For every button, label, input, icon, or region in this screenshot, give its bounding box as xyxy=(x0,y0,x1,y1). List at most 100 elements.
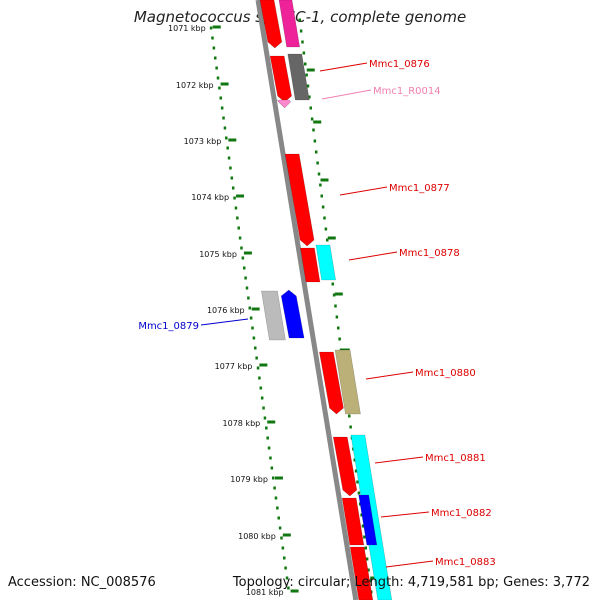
ruler-dot xyxy=(357,491,361,495)
scale-dot xyxy=(226,146,229,150)
scale-dot xyxy=(242,266,246,270)
scale-dot xyxy=(259,386,263,390)
scale-dot xyxy=(281,546,285,550)
scale-dot xyxy=(270,466,274,470)
gene-label: Mmc1_0876 xyxy=(369,59,430,70)
scale-label: 1071 kbp xyxy=(168,24,206,33)
scale-dot xyxy=(240,246,243,250)
gene-label: Mmc1_0879 xyxy=(138,321,199,332)
scale-dot xyxy=(266,436,269,440)
scale-dot xyxy=(222,116,225,120)
ruler-dot xyxy=(298,18,301,22)
scale-dot xyxy=(256,366,260,370)
scale-dot xyxy=(277,516,280,520)
ruler-dot xyxy=(334,304,337,308)
gene-label: Mmc1_R0014 xyxy=(373,86,441,97)
scale-dot xyxy=(278,526,282,530)
scale-tick xyxy=(243,251,252,255)
label-leader xyxy=(200,318,249,326)
ruler-dot xyxy=(317,172,321,176)
scale-tick xyxy=(236,194,245,198)
gene-label: Mmc1_0877 xyxy=(389,183,450,194)
scale-dot xyxy=(249,316,253,320)
ruler-dot xyxy=(301,40,304,44)
cds-block xyxy=(261,290,286,341)
ruler-dot xyxy=(361,524,365,528)
scale-dot xyxy=(254,346,257,350)
scale-dot xyxy=(274,496,278,500)
scale-dot xyxy=(269,456,272,460)
scale-dot xyxy=(241,256,245,260)
ruler-dot xyxy=(315,150,318,154)
scale-dot xyxy=(248,306,252,310)
ruler-dot xyxy=(363,535,366,539)
scale-dot xyxy=(209,26,213,30)
scale-dot xyxy=(234,206,238,210)
scale-dot xyxy=(287,586,290,590)
ruler-dot xyxy=(310,117,314,121)
scale-tick xyxy=(220,82,229,86)
cds-block xyxy=(358,494,378,546)
scale-dot xyxy=(252,336,256,340)
scale-label: 1076 kbp xyxy=(207,306,245,315)
scale-dot xyxy=(236,216,239,220)
scale-dot xyxy=(245,286,249,290)
ruler-dot xyxy=(335,315,339,319)
scale-dot xyxy=(267,446,271,450)
cds-block xyxy=(332,436,358,497)
scale-label: 1075 kbp xyxy=(199,250,237,259)
scale-label: 1073 kbp xyxy=(184,137,222,146)
ruler-dot xyxy=(309,106,312,110)
genome-backbone xyxy=(255,0,359,600)
ruler-tick xyxy=(334,292,343,296)
scale-dot xyxy=(220,106,224,110)
ruler-dot xyxy=(316,161,319,165)
cds-block xyxy=(278,0,301,48)
cds-block xyxy=(300,247,321,283)
scale-tick xyxy=(282,533,291,537)
scale-dot xyxy=(251,326,254,330)
ruler-dot xyxy=(324,227,328,231)
ruler-dot xyxy=(299,29,303,33)
scale-label: 1072 kbp xyxy=(176,81,214,90)
ruler-dot xyxy=(360,513,363,517)
scale-dot xyxy=(211,36,214,40)
scale-dot xyxy=(237,226,240,230)
scale-dot xyxy=(255,356,258,360)
scale-label: 1081 kbp xyxy=(246,588,284,597)
label-leader xyxy=(380,511,430,518)
scale-dot xyxy=(229,166,232,170)
ruler-dot xyxy=(306,84,310,88)
scale-dot xyxy=(284,566,287,570)
cds-block xyxy=(349,546,374,600)
ruler-dot xyxy=(367,568,370,572)
ruler-dot xyxy=(349,425,352,429)
gene-label: Mmc1_0881 xyxy=(425,453,486,464)
gene-label: Mmc1_0882 xyxy=(431,508,492,519)
ruler-dot xyxy=(364,546,367,550)
ruler-dot xyxy=(313,139,317,143)
scale-dot xyxy=(215,66,218,70)
scale-dot xyxy=(219,96,223,100)
scale-dot xyxy=(214,56,217,60)
ruler-tick xyxy=(313,120,322,124)
cds-block xyxy=(284,153,315,247)
ruler-dot xyxy=(331,282,334,286)
ruler-dot xyxy=(320,194,323,198)
scale-dot xyxy=(233,196,236,200)
ruler-dot xyxy=(353,458,356,462)
ruler-tick xyxy=(327,236,336,240)
scale-dot xyxy=(223,126,227,130)
scale-label: 1074 kbp xyxy=(191,193,229,202)
ruler-dot xyxy=(302,51,306,55)
scale-dot xyxy=(227,156,231,160)
cds-block xyxy=(280,289,305,339)
scale-label: 1079 kbp xyxy=(230,475,268,484)
scale-label: 1077 kbp xyxy=(215,362,253,371)
scale-tick xyxy=(259,363,268,367)
scale-dot xyxy=(258,376,261,380)
scale-dot xyxy=(230,176,234,180)
ruler-dot xyxy=(319,183,322,187)
scale-dot xyxy=(265,426,268,430)
ruler-dot xyxy=(337,326,340,330)
